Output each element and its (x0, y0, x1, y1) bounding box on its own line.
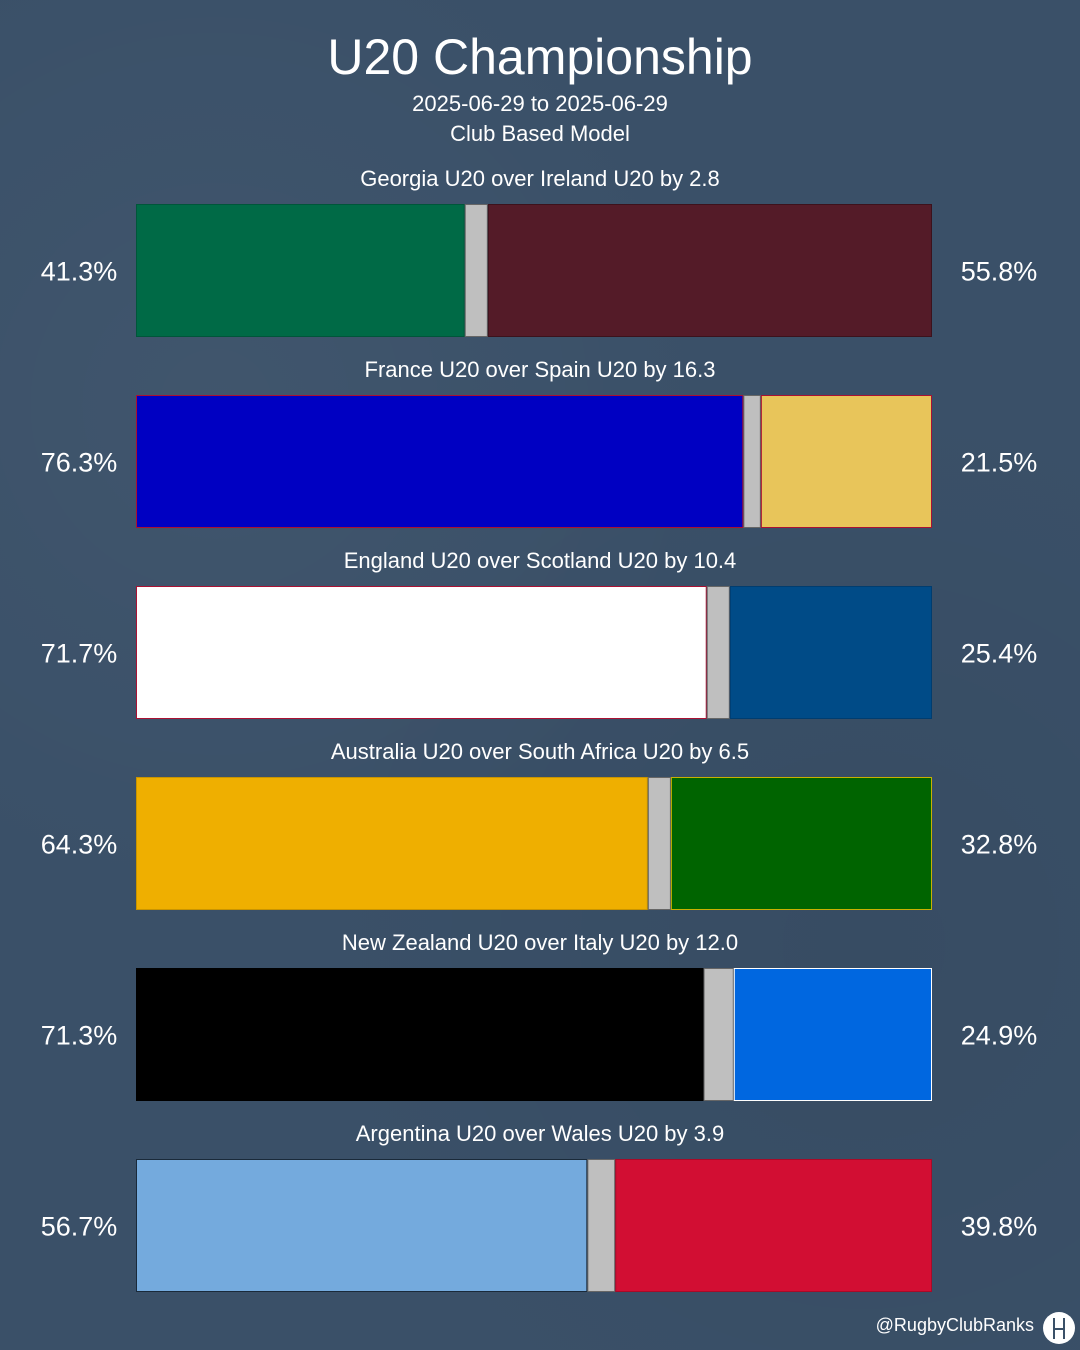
match-label: Australia U20 over South Africa U20 by 6… (331, 739, 749, 764)
draw-bar (587, 1159, 616, 1292)
footer-handle: @RugbyClubRanks (875, 1315, 1034, 1335)
away-win-bar (615, 1159, 933, 1292)
away-win-bar (733, 968, 933, 1101)
home-win-bar (136, 777, 648, 910)
home-win-pct: 56.7% (41, 1212, 118, 1242)
home-win-bar (136, 968, 704, 1101)
rugby-posts-logo-icon (1043, 1312, 1075, 1344)
draw-bar (703, 968, 734, 1101)
home-win-pct: 41.3% (41, 257, 118, 287)
draw-bar (706, 586, 730, 719)
date-range: 2025-06-29 to 2025-06-29 (412, 91, 668, 116)
home-win-bar (136, 204, 465, 337)
match-label: France U20 over Spain U20 by 16.3 (365, 357, 716, 382)
match-label: England U20 over Scotland U20 by 10.4 (344, 548, 737, 573)
away-win-pct: 25.4% (961, 639, 1038, 669)
home-win-pct: 71.3% (41, 1021, 118, 1051)
home-win-pct: 64.3% (41, 830, 118, 860)
home-win-bar (136, 395, 744, 528)
home-win-pct: 76.3% (41, 448, 118, 478)
away-win-pct: 55.8% (961, 257, 1038, 287)
draw-bar (647, 777, 671, 910)
away-win-pct: 39.8% (961, 1212, 1038, 1242)
away-win-bar (487, 204, 932, 337)
home-win-pct: 71.7% (41, 639, 118, 669)
away-win-bar (760, 395, 932, 528)
away-win-pct: 32.8% (961, 830, 1038, 860)
chart-title: U20 Championship (327, 29, 753, 85)
model-name: Club Based Model (450, 121, 630, 146)
draw-bar (743, 395, 761, 528)
home-win-bar (136, 586, 707, 719)
draw-bar (464, 204, 488, 337)
home-win-bar (136, 1159, 588, 1292)
away-win-pct: 24.9% (961, 1021, 1038, 1051)
away-win-pct: 21.5% (961, 448, 1038, 478)
match-label: Georgia U20 over Ireland U20 by 2.8 (360, 166, 720, 191)
away-win-bar (729, 586, 932, 719)
away-win-bar (670, 777, 932, 910)
match-label: New Zealand U20 over Italy U20 by 12.0 (342, 930, 738, 955)
match-label: Argentina U20 over Wales U20 by 3.9 (356, 1121, 725, 1146)
